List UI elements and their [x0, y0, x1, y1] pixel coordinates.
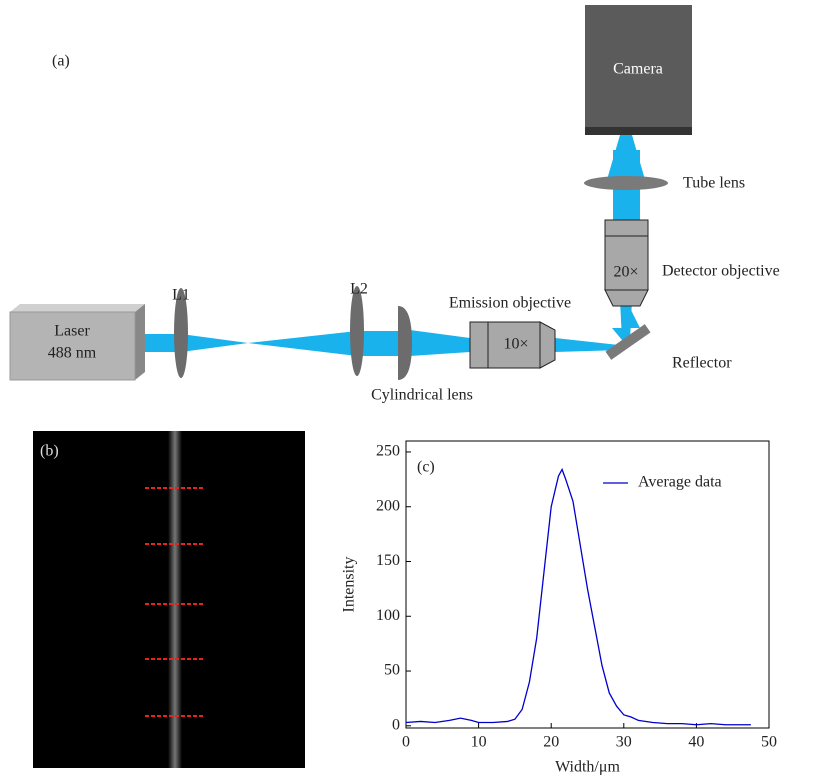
- x-tick-label: 20: [543, 734, 559, 751]
- camera-sensor: [585, 127, 692, 135]
- beam: [145, 135, 646, 356]
- lens-label: L1: [172, 287, 190, 304]
- plot-frame: [405, 440, 770, 729]
- lens: [350, 286, 364, 376]
- x-tick-label: 50: [761, 734, 777, 751]
- x-tick-label: 40: [688, 734, 704, 751]
- panel-label: (c): [417, 459, 435, 476]
- x-tick-label: 30: [616, 734, 632, 751]
- tube-lens: [584, 176, 668, 190]
- lens-label: Cylindrical lens: [371, 387, 473, 404]
- legend-label: Average data: [638, 474, 722, 491]
- y-tick-label: 150: [376, 552, 400, 569]
- laser-side: [135, 304, 145, 380]
- objective-nose: [539, 321, 556, 369]
- objective-label: Detector objective: [662, 263, 780, 280]
- chart: 0 10 20 30 40 50 0 50 100 150 200 250 Width/μm Intens…: [341, 440, 777, 776]
- light-sheet: [168, 431, 182, 768]
- laser-top: [10, 304, 145, 312]
- lens: [174, 288, 188, 378]
- lens-label: L2: [350, 281, 368, 298]
- objective-label: Emission objective: [449, 295, 571, 312]
- cylindrical-lens: [398, 306, 412, 380]
- tube-lens-label: Tube lens: [683, 175, 745, 192]
- objective-nose: [604, 289, 649, 307]
- magnification: 10×: [503, 336, 528, 353]
- data-line: [405, 467, 751, 726]
- laser-label: 488 nm: [48, 345, 97, 362]
- y-tick-label: 250: [376, 443, 400, 460]
- x-tick-label: 0: [402, 734, 410, 751]
- laser-box: [9, 311, 136, 381]
- laser-label: Laser: [54, 323, 90, 340]
- x-axis-label: Width/μm: [555, 759, 620, 776]
- panel-label: (b): [40, 443, 59, 460]
- magnification: 20×: [613, 264, 638, 281]
- reflector: [605, 324, 651, 360]
- sample-lines: [145, 487, 205, 717]
- y-axis-label: Intensity: [341, 557, 358, 613]
- reflector-label: Reflector: [672, 355, 732, 372]
- panel-label: (a): [52, 53, 70, 70]
- camera-label: Camera: [613, 61, 663, 78]
- x-tick-label: 10: [471, 734, 487, 751]
- y-tick-label: 50: [384, 662, 400, 679]
- y-tick-label: 200: [376, 497, 400, 514]
- y-tick-label: 100: [376, 607, 400, 624]
- y-tick-label: 0: [392, 716, 400, 733]
- camera: [585, 5, 692, 135]
